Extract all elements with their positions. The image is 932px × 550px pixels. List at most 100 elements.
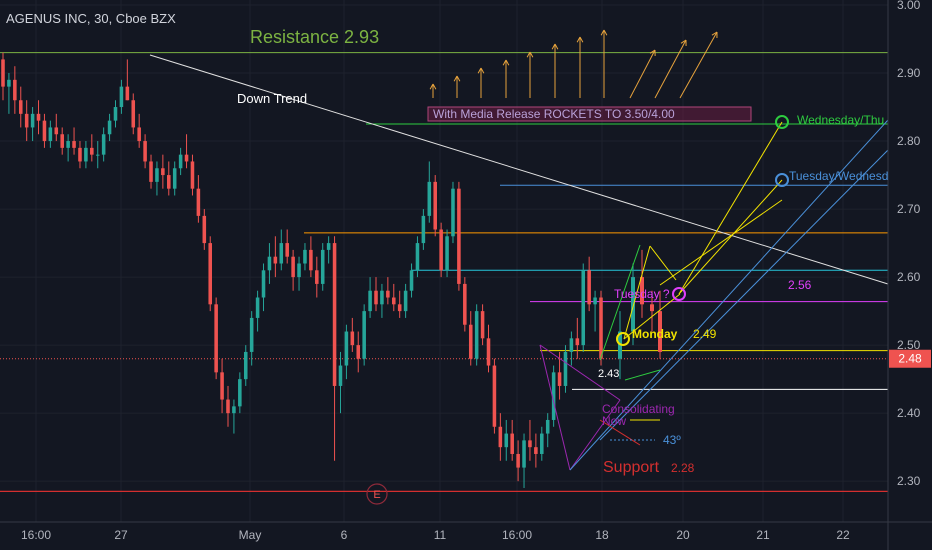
candle-body — [332, 243, 337, 386]
candle-body — [326, 243, 331, 250]
arrow-head — [579, 36, 584, 43]
candle-body — [315, 270, 319, 284]
candle-body — [439, 229, 443, 271]
yellow-projection-line — [678, 179, 783, 295]
arrow-head — [432, 83, 437, 90]
candle-body — [261, 270, 266, 298]
arrow-head — [554, 43, 559, 50]
arrow-head — [551, 43, 556, 50]
candle-body — [279, 243, 284, 264]
y-tick-label: 3.00 — [897, 0, 921, 12]
consolidating-now-label: Now — [602, 414, 626, 428]
candle-body — [238, 379, 242, 407]
candle-body — [24, 113, 29, 128]
candle-body — [226, 399, 230, 414]
small-arrow — [599, 419, 641, 446]
candles[interactable] — [1, 52, 662, 488]
candle-body — [593, 297, 597, 305]
candle-body — [463, 283, 467, 325]
tue-wed-marker — [775, 173, 789, 187]
candle-body — [650, 304, 654, 312]
candle-body — [131, 100, 136, 128]
candle-body — [581, 270, 586, 346]
earnings-label: E — [373, 489, 380, 501]
candle-body — [557, 372, 562, 386]
y-tick-label: 2.60 — [897, 270, 921, 284]
horizontal-lines — [0, 52, 888, 493]
x-tick-label: 11 — [434, 528, 447, 542]
candle-body — [480, 311, 485, 339]
candle-body — [214, 304, 218, 373]
candle-body — [445, 236, 449, 271]
candle-body — [421, 215, 426, 244]
yellow-projection-line — [623, 245, 651, 340]
candle-body — [468, 324, 473, 359]
candle-body — [107, 120, 112, 135]
candle-body — [368, 290, 372, 312]
consolidation-edge — [569, 399, 621, 471]
y-tick-label: 2.80 — [897, 134, 921, 148]
candle-body — [273, 256, 278, 264]
x-tick-label: May — [239, 528, 262, 542]
candle-body — [534, 447, 538, 454]
candle-body — [658, 311, 662, 352]
candle-body — [155, 168, 159, 182]
earnings-icon[interactable] — [366, 483, 388, 505]
monday-label: Monday — [632, 327, 678, 341]
candle-body — [492, 365, 497, 427]
yellow-projection-line — [649, 245, 677, 281]
y-tick-label: 2.70 — [897, 202, 921, 216]
blue-channel-line — [599, 149, 889, 441]
candle-body — [587, 270, 591, 305]
green-channel-line — [599, 244, 641, 361]
candle-body — [255, 297, 260, 318]
candle-body — [403, 290, 408, 312]
candle-body — [397, 304, 402, 312]
arrow-head — [456, 75, 461, 82]
x-tick-label: 27 — [114, 528, 128, 542]
candle-body — [172, 168, 177, 189]
candle-body — [415, 243, 420, 271]
tuesday-label: Tuesday ? — [614, 287, 670, 301]
candle-body — [196, 188, 201, 216]
media-release-label: With Media Release ROCKETS TO 3.50/4.00 — [433, 107, 675, 121]
candle-body — [285, 243, 289, 257]
last-price-tag — [889, 349, 931, 368]
arrow-head — [453, 75, 458, 82]
wed-thu-marker — [775, 115, 789, 129]
candle-body — [303, 249, 307, 264]
rocket-arrow — [629, 49, 656, 99]
wed-thu-label: Wednesday/Thu — [797, 113, 884, 127]
arrow-head — [505, 59, 510, 66]
candle-body — [504, 433, 509, 448]
y-tick-label: 2.50 — [897, 338, 921, 352]
candle-body — [433, 181, 437, 230]
down-trend-label: Down Trend — [237, 91, 307, 106]
candle-body — [569, 338, 574, 352]
candle-body — [202, 215, 207, 244]
arrow-head — [526, 51, 531, 58]
candle-body — [113, 107, 118, 121]
candle-body — [528, 440, 532, 448]
candle-body — [54, 127, 59, 135]
candle-body — [516, 453, 520, 468]
tuesday-value: 2.56 — [788, 278, 812, 292]
chart-title: AGENUS INC, 30, Cboe BZX — [6, 11, 176, 26]
candle-body — [291, 256, 295, 278]
candle-body — [338, 365, 343, 386]
candle-body — [498, 426, 503, 448]
candle-body — [7, 79, 11, 87]
y-tick-label: 2.30 — [897, 474, 921, 488]
candle-body — [344, 331, 349, 366]
x-tick-label: 21 — [756, 528, 770, 542]
consolidation-edge — [539, 344, 571, 471]
candle-body — [267, 256, 272, 271]
arrow-head — [649, 49, 656, 54]
arrow-head — [711, 31, 718, 36]
yellow-projection-line — [623, 293, 681, 340]
last-price-value: 2.48 — [898, 352, 922, 366]
candle-body — [36, 113, 41, 121]
